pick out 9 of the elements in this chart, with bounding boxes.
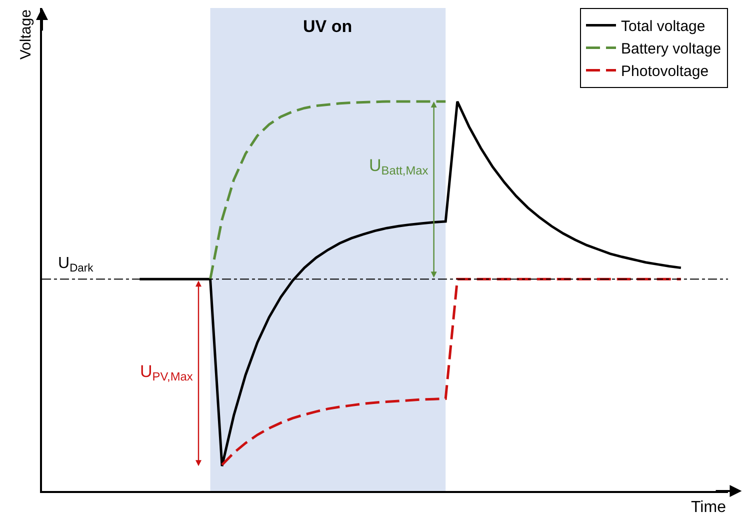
- y-axis-title: Voltage: [18, 9, 34, 60]
- text: UV on: [303, 17, 352, 36]
- annotation: U$_{PV,Max}$: [140, 362, 193, 384]
- annotation: U$_{Batt,Max}$: [369, 156, 428, 178]
- legend-label: Photovoltage: [621, 63, 709, 80]
- ref-line-label: U$_{Dark}$: [58, 255, 94, 274]
- x-axis-title: Time: [691, 499, 726, 516]
- legend-label: Total voltage: [621, 18, 706, 36]
- legend-label: Battery voltage: [621, 40, 722, 58]
